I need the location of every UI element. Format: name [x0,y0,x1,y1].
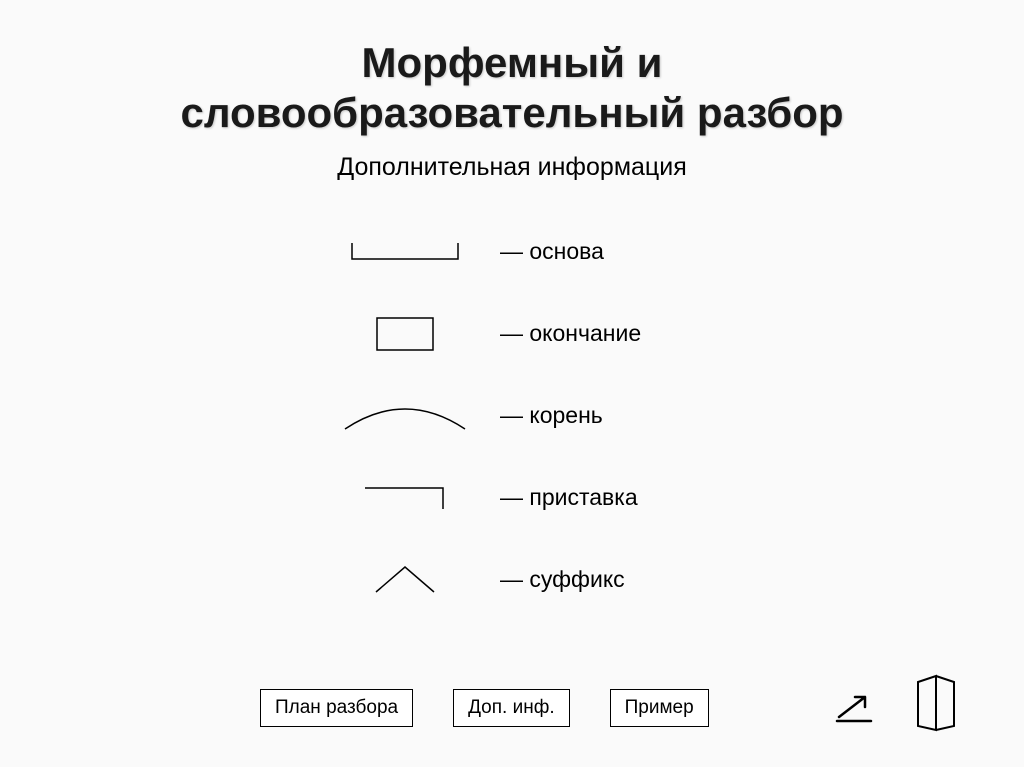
page-subtitle: Дополнительная информация [0,153,1024,182]
title-line-2: словообразовательный разбор [0,88,1024,138]
legend-list: — основа — окончание — корень — приставк… [330,232,1024,600]
koren-icon [330,399,480,433]
return-arrow-icon[interactable] [829,683,879,732]
legend-item-koren: — корень [330,396,1024,436]
legend-item-okonchanie: — окончание [330,314,1024,354]
button-row: План разбора Доп. инф. Пример [260,689,709,727]
page-title: Морфемный и словообразовательный разбор [0,0,1024,139]
title-line-1: Морфемный и [0,38,1024,88]
legend-label: — основа [500,238,604,265]
pristavka-icon [330,485,480,511]
legend-item-osnova: — основа [330,232,1024,272]
dop-inf-button[interactable]: Доп. инф. [453,689,570,727]
book-icon[interactable] [910,672,962,739]
legend-item-pristavka: — приставка [330,478,1024,518]
legend-label: — суффикс [500,566,625,593]
plan-razbora-button[interactable]: План разбора [260,689,413,727]
okonchanie-icon [330,317,480,351]
legend-item-suffiks: — суффикс [330,560,1024,600]
suffiks-icon [330,564,480,596]
primer-button[interactable]: Пример [610,689,709,727]
osnova-icon [330,241,480,263]
legend-label: — корень [500,402,603,429]
legend-label: — приставка [500,484,638,511]
legend-label: — окончание [500,320,641,347]
